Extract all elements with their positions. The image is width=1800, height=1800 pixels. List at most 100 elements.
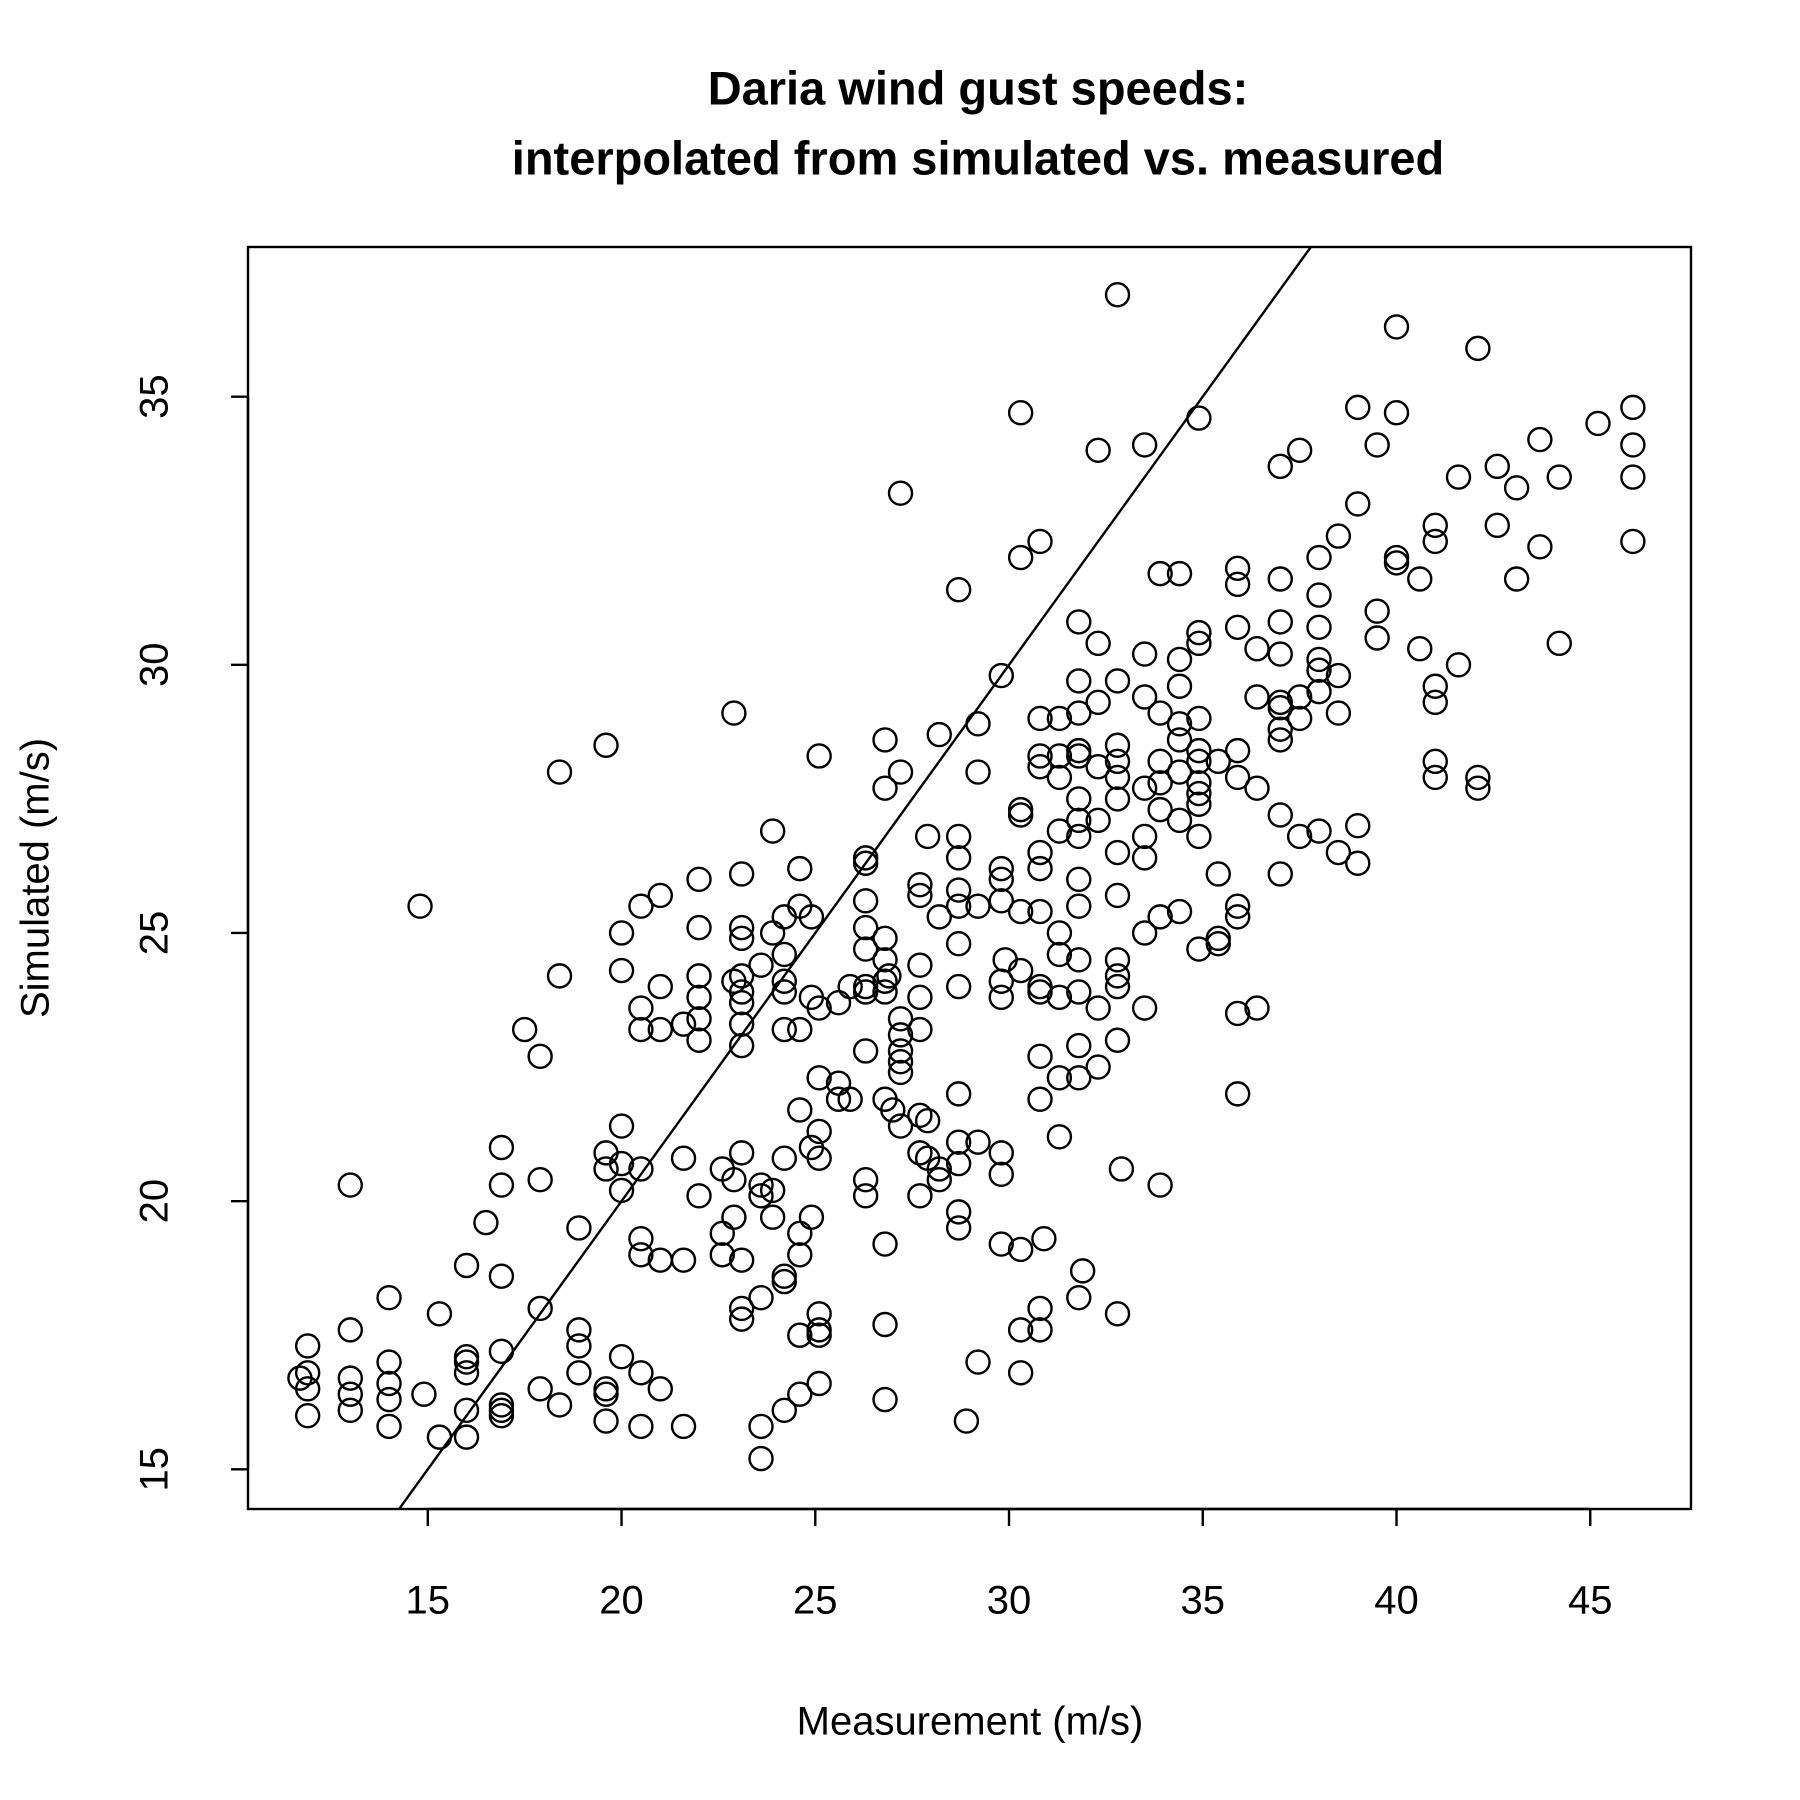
point [1007,1360,1034,1386]
point [566,1317,592,1343]
point [1131,432,1158,458]
point [880,1097,906,1123]
point [748,1413,774,1440]
point [1104,764,1131,791]
point [872,925,898,952]
point [1166,727,1193,753]
point [872,727,898,753]
point [1131,775,1158,801]
chart-title: interpolated from simulated vs. measured [512,131,1444,184]
point [1244,995,1270,1021]
point [1147,748,1173,775]
point [686,1027,712,1053]
point [771,1397,797,1424]
point [945,877,972,903]
point [1027,979,1053,1005]
point [1186,770,1212,796]
point [1031,1225,1057,1252]
point [593,1408,619,1434]
point [872,1311,898,1338]
point [1345,491,1371,517]
point [488,1338,515,1365]
point [1147,700,1173,726]
point [806,995,832,1021]
point [1085,1054,1111,1080]
point [1306,614,1332,640]
point [1527,534,1553,560]
point [787,1016,813,1043]
point [488,1172,515,1198]
point [1046,984,1073,1011]
point [453,1397,480,1424]
point [787,1242,813,1268]
x-tick-label: 45 [1568,1579,1613,1623]
point [453,1360,480,1386]
point [872,1386,898,1413]
point [1027,1317,1053,1343]
point [608,1177,635,1204]
point [988,1161,1014,1188]
point [1244,775,1270,801]
point [1066,609,1092,635]
point [907,1102,933,1129]
point [1186,936,1212,962]
point [1527,426,1553,453]
point [527,1376,553,1402]
point [1131,823,1158,850]
point [907,872,933,898]
y-tick-label: 15 [133,1447,177,1492]
point [647,1376,673,1402]
point [294,1333,321,1359]
point [1620,464,1646,490]
point [426,1424,453,1450]
point [1046,1065,1073,1091]
point [1422,512,1448,539]
point [1407,566,1433,592]
point [1085,754,1111,780]
point [1267,609,1293,635]
point [1066,807,1092,834]
point [511,1016,538,1043]
point [1027,1043,1053,1070]
point [771,1016,797,1043]
point [1131,920,1158,946]
point [1027,754,1053,780]
point [914,1107,941,1134]
point [787,1322,813,1348]
point [907,1140,933,1166]
point [965,1349,991,1375]
point [294,1376,321,1402]
point [876,963,902,989]
point [1503,566,1530,592]
point [852,1166,879,1193]
point [1325,700,1352,726]
point [1108,1156,1135,1182]
point [787,855,813,882]
point [1267,802,1293,828]
point [945,1150,972,1177]
point [907,882,933,909]
point [887,1022,914,1048]
point [1620,394,1646,421]
point [748,1284,774,1311]
point [1147,1172,1173,1198]
point [945,845,972,871]
point [1066,668,1092,694]
point [1147,796,1173,823]
x-tick-label: 20 [599,1579,644,1623]
point [1085,630,1111,657]
point [1364,598,1390,624]
point [852,914,879,941]
x-tick-label: 25 [793,1579,838,1623]
point [1166,898,1193,925]
point [376,1413,402,1440]
point [1007,898,1034,925]
point [1445,464,1472,490]
point [1085,437,1111,463]
point [1007,544,1034,571]
point [771,968,797,994]
point [488,1263,515,1289]
plot-area [287,247,1646,1509]
